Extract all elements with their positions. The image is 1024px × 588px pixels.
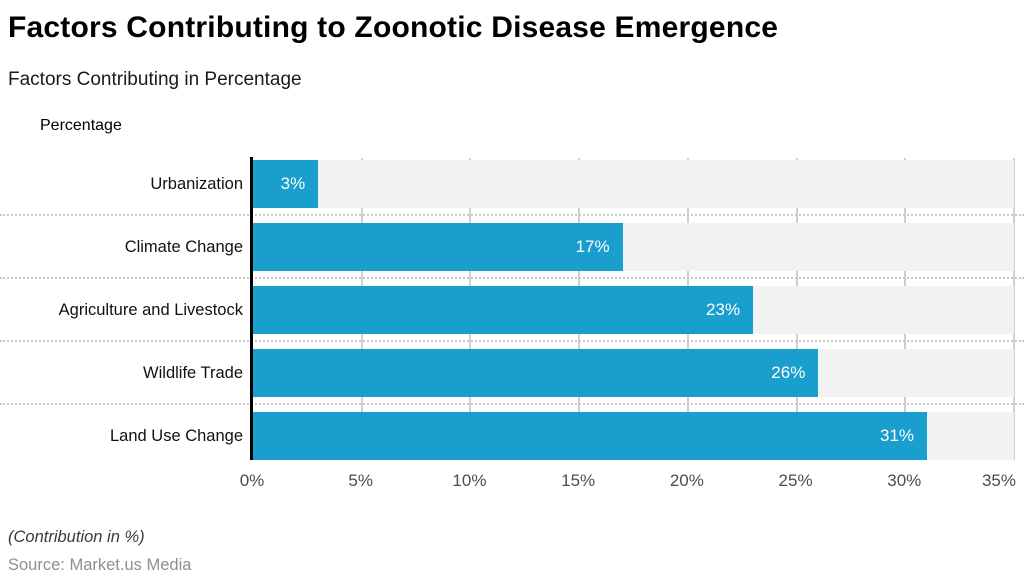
bar-track (253, 160, 1014, 208)
x-axis-tick-label: 20% (669, 471, 704, 490)
bar-value-label: 3% (280, 174, 306, 193)
x-axis-tick-label: 15% (561, 471, 596, 490)
bar-value-label: 31% (879, 426, 915, 445)
category-label: Urbanization (150, 174, 243, 193)
bar: 3% (253, 160, 319, 208)
bar: 26% (253, 349, 819, 397)
legend: Percentage (8, 114, 122, 137)
x-axis-tick-label: 10% (452, 471, 487, 490)
category-label: Land Use Change (109, 426, 243, 445)
row-separator (0, 214, 1024, 216)
bar: 17% (253, 223, 623, 271)
x-axis-tick-label: 25% (778, 471, 813, 490)
value-axis-line (250, 157, 253, 460)
bar-value-label: 23% (706, 300, 741, 319)
bar-value-label: 17% (575, 237, 610, 256)
x-axis-tick-label: 30% (887, 471, 922, 490)
bar: 23% (253, 286, 754, 334)
bar-value-label: 26% (771, 363, 806, 382)
chart-subtitle: Factors Contributing in Percentage (8, 69, 302, 90)
category-label: Wildlife Trade (143, 363, 243, 382)
row-separator (0, 340, 1024, 342)
row-separator (0, 277, 1024, 279)
chart-source: Source: Market.us Media (8, 556, 192, 574)
x-gridline (1013, 158, 1015, 460)
x-axis-tick-label: 5% (348, 471, 373, 490)
chart-title: Factors Contributing to Zoonotic Disease… (8, 11, 779, 44)
bar: 31% (253, 412, 928, 460)
chart-footnote: (Contribution in %) (8, 528, 145, 546)
category-label: Climate Change (124, 237, 243, 256)
legend-label: Percentage (40, 116, 122, 134)
category-label: Agriculture and Livestock (58, 300, 243, 319)
x-axis-tick-label: 35% (981, 471, 1016, 490)
row-separator (0, 403, 1024, 405)
x-axis-tick-label: 0% (239, 471, 265, 490)
